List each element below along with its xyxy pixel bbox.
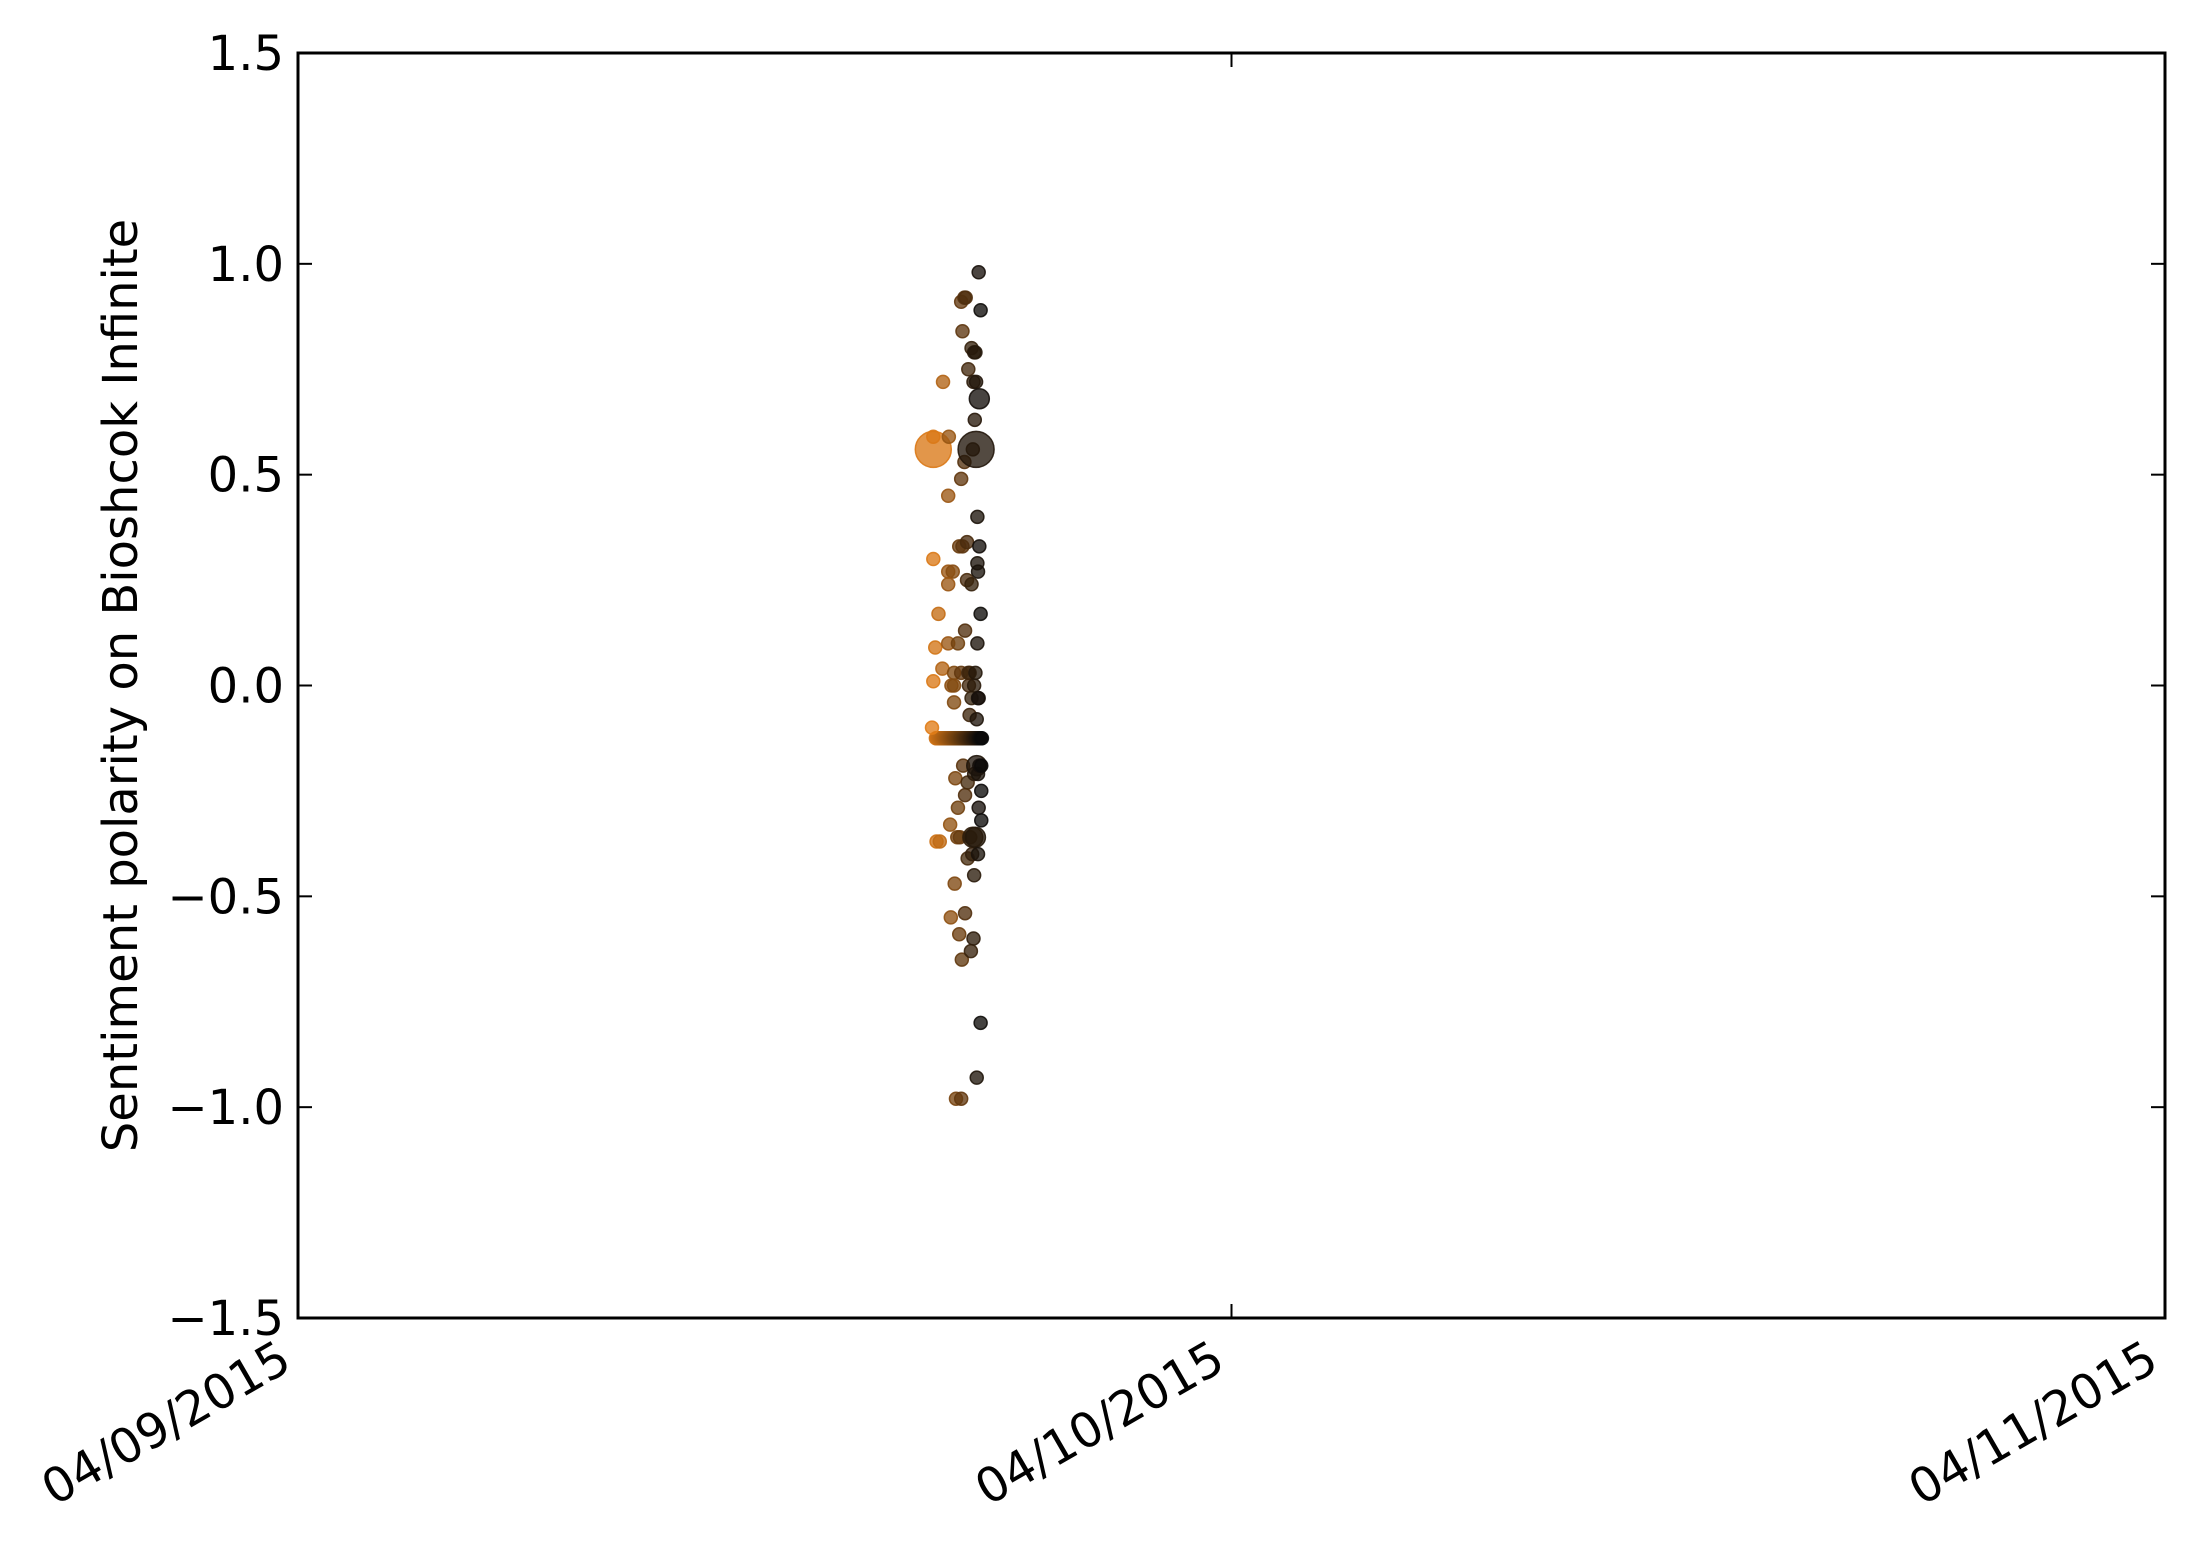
scatter-point: [950, 636, 966, 651]
scatter-point: [970, 564, 986, 579]
scatter-point: [974, 730, 990, 746]
scatter-point: [924, 720, 940, 735]
scatter-point: [958, 290, 973, 305]
scatter-point: [973, 302, 988, 318]
scatter-point: [953, 1091, 969, 1106]
scatter-point: [950, 800, 966, 816]
y-tick-labels: 1.5 1.0 0.5 0.0 −0.5 −1.0 −1.5: [167, 26, 284, 1347]
scatter-point: [953, 471, 969, 487]
scatter-point: [951, 927, 967, 942]
y-tick-label: 1.5: [208, 26, 284, 82]
data-points: [914, 265, 995, 1106]
scatter-point: [969, 711, 984, 727]
scatter-point: [966, 868, 982, 883]
y-axis-label: Sentiment polarity on Bioshcok Infinite: [93, 219, 149, 1152]
plot-area-frame: [296, 51, 2167, 1320]
scatter-point: [968, 388, 991, 410]
scatter-point: [946, 678, 962, 693]
scatter-point: [940, 577, 956, 592]
scatter-point: [957, 787, 973, 803]
y-tick-label: 0.0: [208, 659, 284, 715]
scatter-point: [971, 265, 986, 280]
scatter-point: [966, 931, 981, 946]
scatter-point: [932, 834, 948, 849]
scatter-point: [926, 674, 941, 689]
scatter-point: [931, 606, 946, 622]
x-tick-label: 04/10/2015: [966, 1330, 1234, 1517]
x-tick-labels: 04/09/2015 04/10/2015 04/11/2015: [32, 1330, 2167, 1517]
scatter-point: [940, 488, 956, 503]
scatter-point: [926, 429, 941, 444]
scatter-point: [961, 362, 976, 377]
scatter-point: [970, 509, 985, 525]
scatter-point: [971, 690, 986, 706]
scatter-point: [968, 345, 983, 360]
scatter-point: [973, 1015, 988, 1031]
scatter-point: [948, 771, 963, 786]
scatter-point: [941, 429, 957, 444]
y-tick-label: −1.5: [167, 1291, 284, 1347]
x-tick-label: 04/09/2015: [32, 1330, 300, 1517]
scatter-point: [947, 876, 962, 891]
scatter-point: [954, 952, 970, 967]
scatter-point: [955, 324, 970, 339]
y-tick-label: 0.5: [208, 448, 284, 504]
scatter-point: [973, 606, 988, 622]
scatter-point: [974, 813, 989, 828]
y-tick-label: −1.0: [167, 1080, 284, 1136]
scatter-point: [971, 800, 986, 816]
scatter-point: [946, 695, 962, 710]
scatter-point: [969, 1070, 984, 1085]
scatter-point: [967, 412, 983, 428]
scatter-point: [970, 636, 985, 651]
scatter-point: [935, 374, 951, 390]
scatter-point: [943, 910, 959, 925]
scatter-point: [970, 846, 986, 862]
scatter-point: [964, 577, 979, 592]
scatter-point: [968, 665, 983, 681]
scatter-point: [942, 817, 958, 832]
scatter-point: [964, 826, 987, 849]
axis-ticks: [297, 52, 2166, 1319]
scatter-point: [974, 783, 989, 799]
scatter-point: [974, 758, 989, 773]
scatter-point: [957, 430, 995, 469]
y-tick-label: 1.0: [208, 237, 284, 293]
scatter-point: [968, 374, 984, 390]
x-tick-label: 04/11/2015: [1899, 1330, 2167, 1517]
y-tick-label: −0.5: [167, 869, 284, 925]
scatter-point: [957, 905, 973, 921]
scatter-point: [957, 623, 973, 638]
scatter-point: [972, 539, 987, 554]
scatter-point: [966, 678, 982, 693]
scatter-point: [959, 534, 975, 550]
scatter-point: [963, 943, 979, 959]
scatter-point: [926, 551, 941, 567]
scatter-point: [945, 564, 960, 579]
scatter-point: [927, 640, 943, 655]
